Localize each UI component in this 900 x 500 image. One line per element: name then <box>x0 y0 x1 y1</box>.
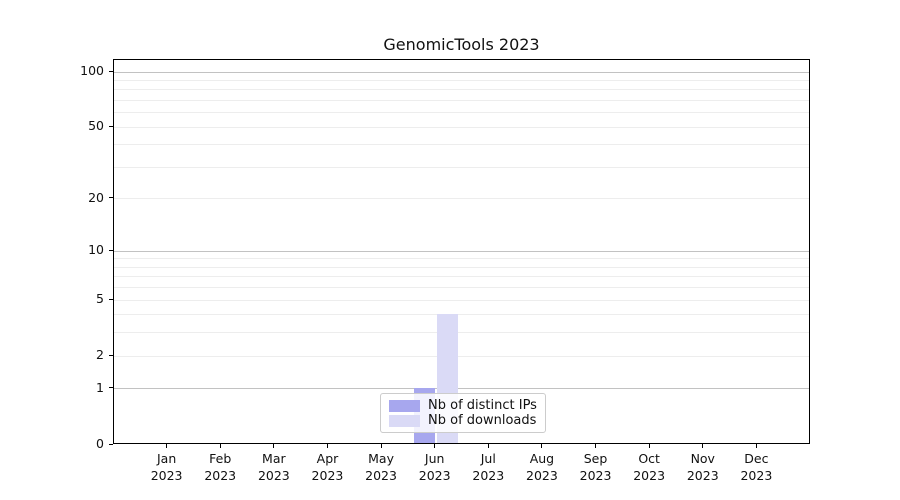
legend-swatch-distinct-ips <box>389 399 420 412</box>
x-tick-month: Mar <box>262 451 286 466</box>
gridline-minor <box>114 166 809 168</box>
gridline-minor <box>114 314 809 316</box>
x-tick-month: Nov <box>690 451 715 466</box>
y-tick-label: 50 <box>88 118 104 134</box>
x-tick-label: Sep 2023 <box>561 450 631 484</box>
x-tick-mark <box>166 444 168 448</box>
gridline-minor <box>114 276 809 278</box>
x-tick-year: 2023 <box>579 468 612 483</box>
x-tick-month: Jun <box>424 451 445 466</box>
x-tick-label: Jun 2023 <box>400 450 470 484</box>
y-tick-label: 10 <box>88 242 104 258</box>
y-tick-label: 2 <box>96 347 104 363</box>
y-tick-label: 5 <box>96 291 104 307</box>
x-tick-year: 2023 <box>740 468 773 483</box>
x-tick-label: Feb 2023 <box>185 450 255 484</box>
y-tick-mark <box>109 387 113 389</box>
x-tick-year: 2023 <box>418 468 451 483</box>
gridline-minor <box>114 198 809 200</box>
gridline-major <box>114 71 809 73</box>
legend-entry-downloads: Nb of downloads <box>389 413 537 428</box>
x-tick-month: Jan <box>156 451 177 466</box>
x-tick-mark <box>434 444 436 448</box>
gridline-major <box>114 388 809 390</box>
x-tick-label: Nov 2023 <box>668 450 738 484</box>
y-tick-mark <box>109 298 113 300</box>
gridline-minor <box>114 89 809 91</box>
y-tick-mark <box>109 354 113 356</box>
gridline-major <box>114 250 809 252</box>
x-tick-mark <box>273 444 275 448</box>
x-tick-year: 2023 <box>633 468 666 483</box>
y-tick-mark <box>109 125 113 127</box>
x-tick-month: May <box>368 451 394 466</box>
x-tick-mark <box>755 444 757 448</box>
x-tick-month: Jul <box>480 451 496 466</box>
x-tick-month: Dec <box>744 451 769 466</box>
x-tick-label: Apr 2023 <box>292 450 362 484</box>
x-tick-year: 2023 <box>526 468 558 483</box>
chart-title: GenomicTools 2023 <box>383 35 540 54</box>
gridline-minor <box>114 112 809 114</box>
x-tick-mark <box>487 444 489 448</box>
legend-entry-distinct-ips: Nb of distinct IPs <box>389 398 537 413</box>
gridline-minor <box>114 287 809 289</box>
x-tick-year: 2023 <box>472 468 505 483</box>
y-tick-mark <box>109 249 113 251</box>
x-tick-label: Oct 2023 <box>614 450 684 484</box>
gridline-minor <box>114 332 809 334</box>
x-tick-label: May 2023 <box>346 450 416 484</box>
y-tick-mark <box>109 443 113 445</box>
x-tick-mark <box>326 444 328 448</box>
legend-swatch-downloads <box>389 414 420 427</box>
x-tick-year: 2023 <box>204 468 237 483</box>
y-tick-mark <box>109 70 113 72</box>
x-tick-mark <box>595 444 597 448</box>
legend: Nb of distinct IPs Nb of downloads <box>380 393 546 433</box>
x-tick-year: 2023 <box>311 468 344 483</box>
y-tick-label: 1 <box>96 379 104 395</box>
x-tick-label: Jan 2023 <box>132 450 202 484</box>
x-tick-mark <box>380 444 382 448</box>
x-tick-label: Aug 2023 <box>507 450 577 484</box>
x-tick-month: Aug <box>529 451 555 466</box>
x-tick-month: Apr <box>316 451 339 466</box>
x-tick-year: 2023 <box>686 468 719 483</box>
x-tick-year: 2023 <box>365 468 397 483</box>
plot-area <box>113 59 810 444</box>
x-tick-label: Dec 2023 <box>721 450 791 484</box>
x-tick-mark <box>648 444 650 448</box>
x-tick-mark <box>219 444 221 448</box>
gridline-minor <box>114 79 809 81</box>
gridline-minor <box>114 99 809 101</box>
x-tick-year: 2023 <box>150 468 183 483</box>
legend-label-distinct-ips: Nb of distinct IPs <box>428 398 537 413</box>
gridline-minor <box>114 258 809 260</box>
x-tick-month: Sep <box>583 451 608 466</box>
gridline-minor <box>114 126 809 128</box>
x-tick-mark <box>541 444 543 448</box>
x-tick-year: 2023 <box>257 468 290 483</box>
y-tick-label: 100 <box>80 63 104 78</box>
x-axis: Jan 2023 Feb 2023 Mar 2023 Apr 2023 May 2023 Jun 20… <box>113 444 810 494</box>
gridline-minor <box>114 355 809 357</box>
x-tick-month: Feb <box>209 451 232 466</box>
y-tick-label: 20 <box>88 189 104 205</box>
gridline-minor <box>114 266 809 268</box>
x-tick-month: Oct <box>638 451 660 466</box>
legend-label-downloads: Nb of downloads <box>428 413 537 428</box>
y-tick-mark <box>109 197 113 199</box>
y-axis: 0 1 2 5 10 20 50 100 <box>0 59 113 451</box>
x-tick-label: Jul 2023 <box>453 450 523 484</box>
x-tick-mark <box>702 444 704 448</box>
y-tick-label: 0 <box>96 436 104 451</box>
gridline-minor <box>114 299 809 301</box>
gridline-minor <box>114 144 809 146</box>
x-tick-label: Mar 2023 <box>239 450 309 484</box>
